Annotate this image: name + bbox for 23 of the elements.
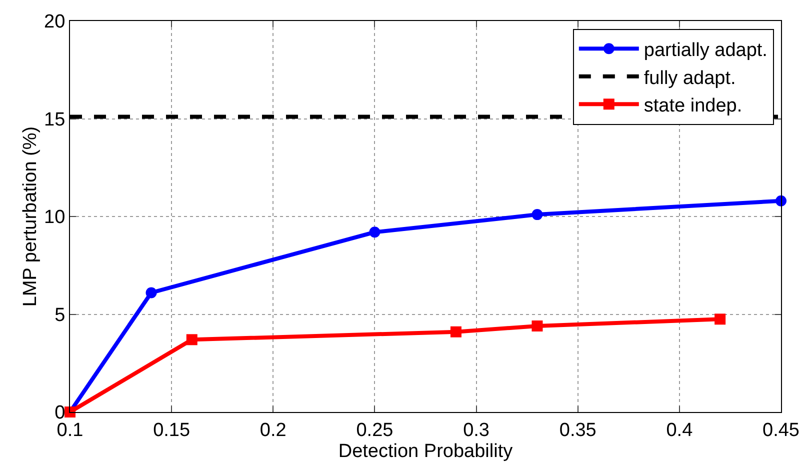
point — [369, 226, 380, 238]
x-axis-title: Detection Probability — [338, 440, 514, 462]
x-tick-label: 0.15 — [153, 420, 190, 441]
point — [146, 287, 157, 298]
x-tick-label: 0.2 — [260, 420, 286, 441]
legend-label: fully adapt. — [644, 68, 736, 89]
y-tick-label: 10 — [44, 207, 66, 228]
point — [714, 314, 726, 325]
y-axis-title: LMP perturbation (%) — [20, 126, 41, 307]
legend-label: partially adapt. — [644, 40, 768, 62]
x-tick-label: 0.25 — [356, 420, 394, 441]
x-tick-label: 0.35 — [559, 420, 596, 441]
x-tick-label: 0.4 — [666, 420, 694, 441]
y-tick-label: 5 — [54, 304, 66, 326]
point — [532, 209, 543, 220]
point — [532, 320, 543, 332]
point — [450, 326, 462, 338]
y-tick-label: 15 — [44, 109, 66, 130]
y-tick-label: 20 — [44, 12, 66, 33]
point — [186, 334, 198, 346]
x-tick-label: 0.3 — [463, 420, 490, 441]
x-tick-label: 0.45 — [762, 420, 800, 441]
legend-label: state indep. — [644, 95, 742, 116]
